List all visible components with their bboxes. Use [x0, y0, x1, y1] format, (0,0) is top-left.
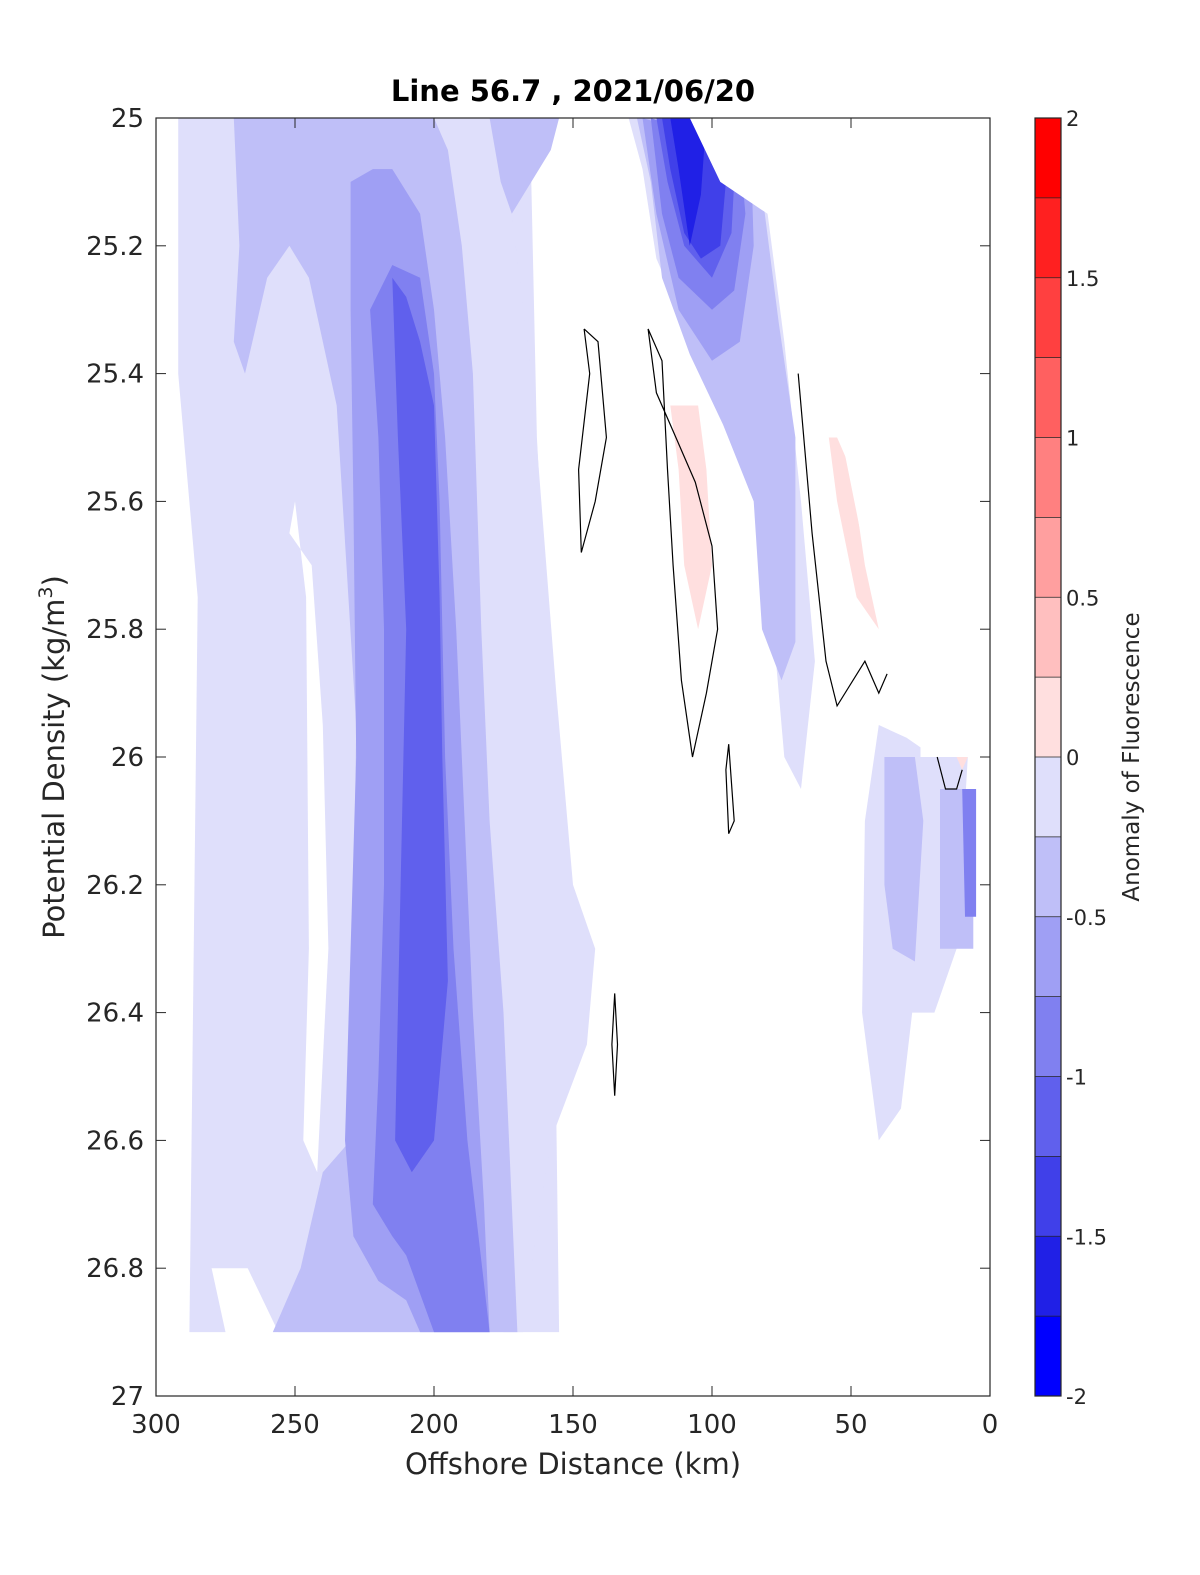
contour-line-4: [725, 744, 735, 834]
x-axis-title: Offshore Distance (km): [405, 1447, 741, 1481]
y-tick-label: 25.2: [86, 232, 144, 262]
contour-line-3: [936, 756, 963, 790]
contour-region-16: [884, 757, 924, 962]
y-tick-label: 26.4: [86, 999, 144, 1029]
colorbar-tick-label: -1: [1066, 1066, 1087, 1090]
y-tick-label: 25: [111, 104, 144, 134]
contour-region-22: [689, 118, 977, 757]
x-axis: 300 250 200 150 100 50 0: [131, 118, 998, 1440]
y-tick-label: 26.2: [86, 871, 144, 901]
contour-line-0: [577, 328, 608, 553]
y-tick-label: 26: [111, 743, 144, 773]
colorbar-tick-label: 0: [1066, 746, 1079, 770]
colorbar-band: [1035, 996, 1061, 1077]
y-tick-label: 26.6: [86, 1126, 144, 1156]
contour-region-4: [489, 118, 560, 214]
contour-region-18: [962, 789, 977, 917]
x-tick-label: 100: [687, 1410, 737, 1440]
contour-region-20: [828, 437, 879, 630]
contour-region-14: [670, 118, 707, 246]
y-tick-label: 25.8: [86, 615, 144, 645]
colorbar-ticks: 2 1.5 1 0.5 0 -0.5 -1 -1.5 -2: [1066, 107, 1107, 1409]
y-axis-title-end: ): [37, 575, 71, 586]
contour-fills: [178, 118, 977, 1333]
x-tick-label: 300: [131, 1410, 181, 1440]
colorbar-tick-label: 2: [1066, 107, 1079, 131]
colorbar-tick-label: -2: [1066, 1385, 1087, 1409]
colorbar-band: [1035, 277, 1061, 358]
y-tick-label: 27: [111, 1382, 144, 1412]
contour-line-1: [647, 328, 719, 758]
colorbar-band: [1035, 597, 1061, 678]
contour-line-5: [611, 993, 619, 1096]
colorbar-tick-label: 0.5: [1066, 586, 1099, 610]
colorbar-band: [1035, 757, 1061, 837]
colorbar-band: [1035, 1316, 1061, 1396]
colorbar-frame: [1034, 117, 1062, 1397]
contour-region-1: [503, 118, 596, 1333]
colorbar-band: [1035, 1156, 1061, 1237]
x-tick-label: 200: [409, 1410, 459, 1440]
y-tick-label: 25.4: [86, 360, 144, 390]
y-tick-label: 25.6: [86, 487, 144, 517]
x-tick-label: 150: [548, 1410, 598, 1440]
x-tick-label: 0: [982, 1410, 999, 1440]
y-axis-title-superscript: 3: [35, 586, 57, 598]
contour-region-2: [289, 501, 329, 1173]
colorbar-band: [1035, 517, 1061, 598]
colorbar-band: [1035, 118, 1061, 198]
y-axis-title-main: Potential Density (kg/m: [37, 599, 71, 939]
colorbar-tick-label: -1.5: [1066, 1225, 1107, 1249]
x-tick-label: 250: [270, 1410, 320, 1440]
colorbar-tick-label: -0.5: [1066, 906, 1107, 930]
colorbar-band: [1035, 916, 1061, 997]
y-axis: 25 25.2 25.4 25.6 25.8 26 26.2 26.4 26.6 26.8 27: [86, 104, 990, 1412]
colorbar: [1034, 117, 1062, 1397]
colorbar-band: [1035, 437, 1061, 518]
colorbar-tick-label: 1: [1066, 427, 1079, 451]
colorbar-band: [1035, 357, 1061, 438]
contour-region-7: [392, 277, 448, 1173]
colorbar-band: [1035, 836, 1061, 917]
colorbar-band: [1035, 1236, 1061, 1317]
colorbar-band: [1035, 197, 1061, 278]
contour-lines: [577, 328, 963, 1096]
y-tick-label: 26.8: [86, 1254, 144, 1284]
contour-region-19: [670, 405, 712, 630]
colorbar-title: Anomaly of Fluorescence: [1119, 612, 1145, 901]
contour-line-2: [797, 373, 888, 708]
chart-title: Line 56.7 , 2021/06/20: [391, 74, 755, 108]
contour-region-21: [956, 757, 968, 770]
x-tick-label: 50: [834, 1410, 867, 1440]
y-axis-title: Potential Density (kg/m3): [35, 575, 71, 939]
colorbar-band: [1035, 1076, 1061, 1157]
colorbar-tick-label: 1.5: [1066, 267, 1099, 291]
colorbar-band: [1035, 677, 1061, 757]
